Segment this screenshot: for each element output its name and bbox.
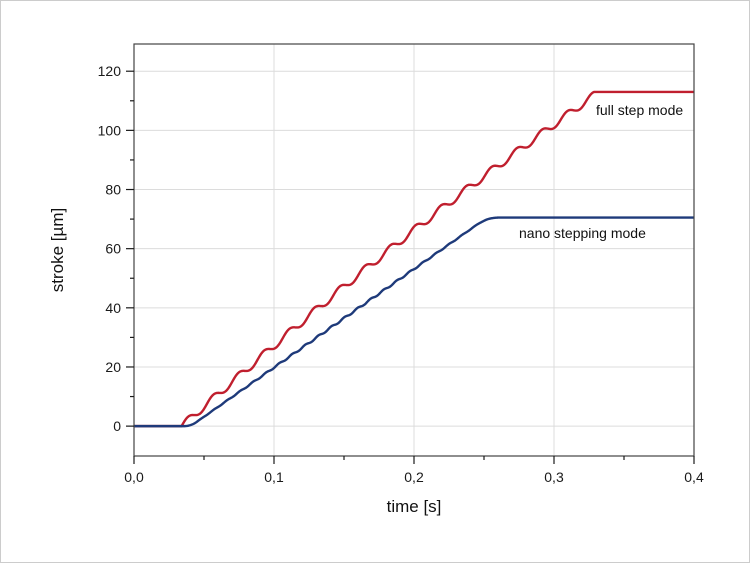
series-label-full-step-mode: full step mode — [596, 101, 684, 118]
series-line-full-step-mode — [134, 90, 694, 428]
y-tick-label: 120 — [98, 63, 122, 79]
x-tick-label: 0,0 — [124, 469, 144, 485]
x-axis-title: time [s] — [386, 497, 442, 516]
tick-labels: 0 20 40 60 80 100 120 0,0 0,1 0,2 0,3 0,4 — [98, 63, 704, 485]
series-label-nano-stepping-mode: nano stepping mode — [519, 224, 646, 241]
y-tick-label: 60 — [105, 241, 121, 257]
series-line-nano-stepping-mode — [134, 216, 694, 428]
x-tick-label: 0,1 — [264, 469, 284, 485]
y-tick-label: 80 — [105, 182, 121, 198]
ticks — [126, 70, 695, 464]
gridlines — [134, 44, 694, 456]
series-group — [134, 90, 694, 428]
x-tick-label: 0,4 — [684, 469, 704, 485]
y-tick-label: 100 — [98, 122, 122, 138]
y-tick-label: 0 — [113, 418, 121, 434]
y-axis-title: stroke [µm] — [48, 207, 67, 293]
y-tick-label: 20 — [105, 359, 121, 375]
y-tick-label: 40 — [105, 300, 121, 316]
x-tick-label: 0,3 — [544, 469, 564, 485]
x-tick-label: 0,2 — [404, 469, 424, 485]
